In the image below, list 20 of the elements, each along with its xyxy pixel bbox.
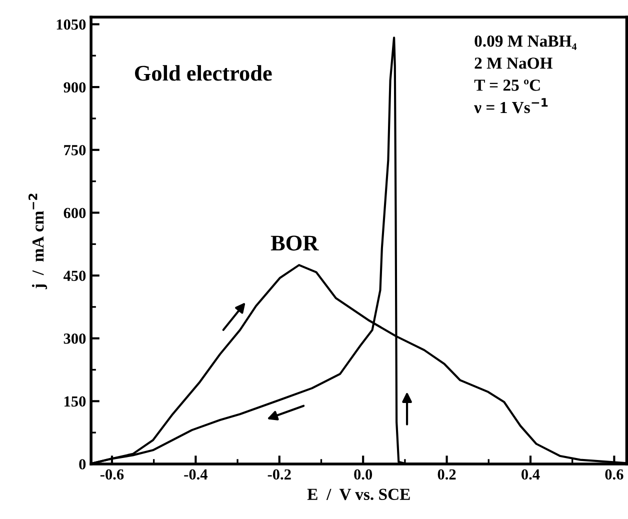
- y-tick-label: 450: [63, 270, 86, 281]
- y-tick-label: 300: [64, 333, 86, 344]
- annotation: BOR: [270, 236, 319, 251]
- x-tick-label: 0.4: [522, 469, 540, 480]
- x-tick-label: -0.6: [100, 469, 124, 480]
- y-tick-label: 750: [64, 145, 86, 156]
- y-tick-label: 150: [64, 396, 86, 407]
- y-tick-label: 1050: [56, 19, 86, 30]
- y-tick-label: 0: [79, 459, 86, 470]
- x-tick-label: -0.4: [184, 469, 208, 480]
- annotation: Gold electrode: [135, 65, 272, 81]
- y-tick-label: 900: [64, 82, 86, 93]
- x-tick-label: 0.6: [605, 469, 624, 480]
- y-axis-title: j / mA cm$^{−2}$: [28, 194, 48, 290]
- x-axis-title: E / V vs. SCE: [307, 488, 410, 500]
- y-tick-label: 600: [64, 208, 86, 218]
- x-tick-label: 0.0: [354, 469, 372, 480]
- x-tick-label: -0.2: [268, 469, 291, 480]
- annotation: 0.09 M NaBH₄ 2 M NaOH T = 25 ºC ν = 1 Vs$^{−1}$: [474, 35, 577, 114]
- x-tick-label: 0.2: [438, 469, 456, 480]
